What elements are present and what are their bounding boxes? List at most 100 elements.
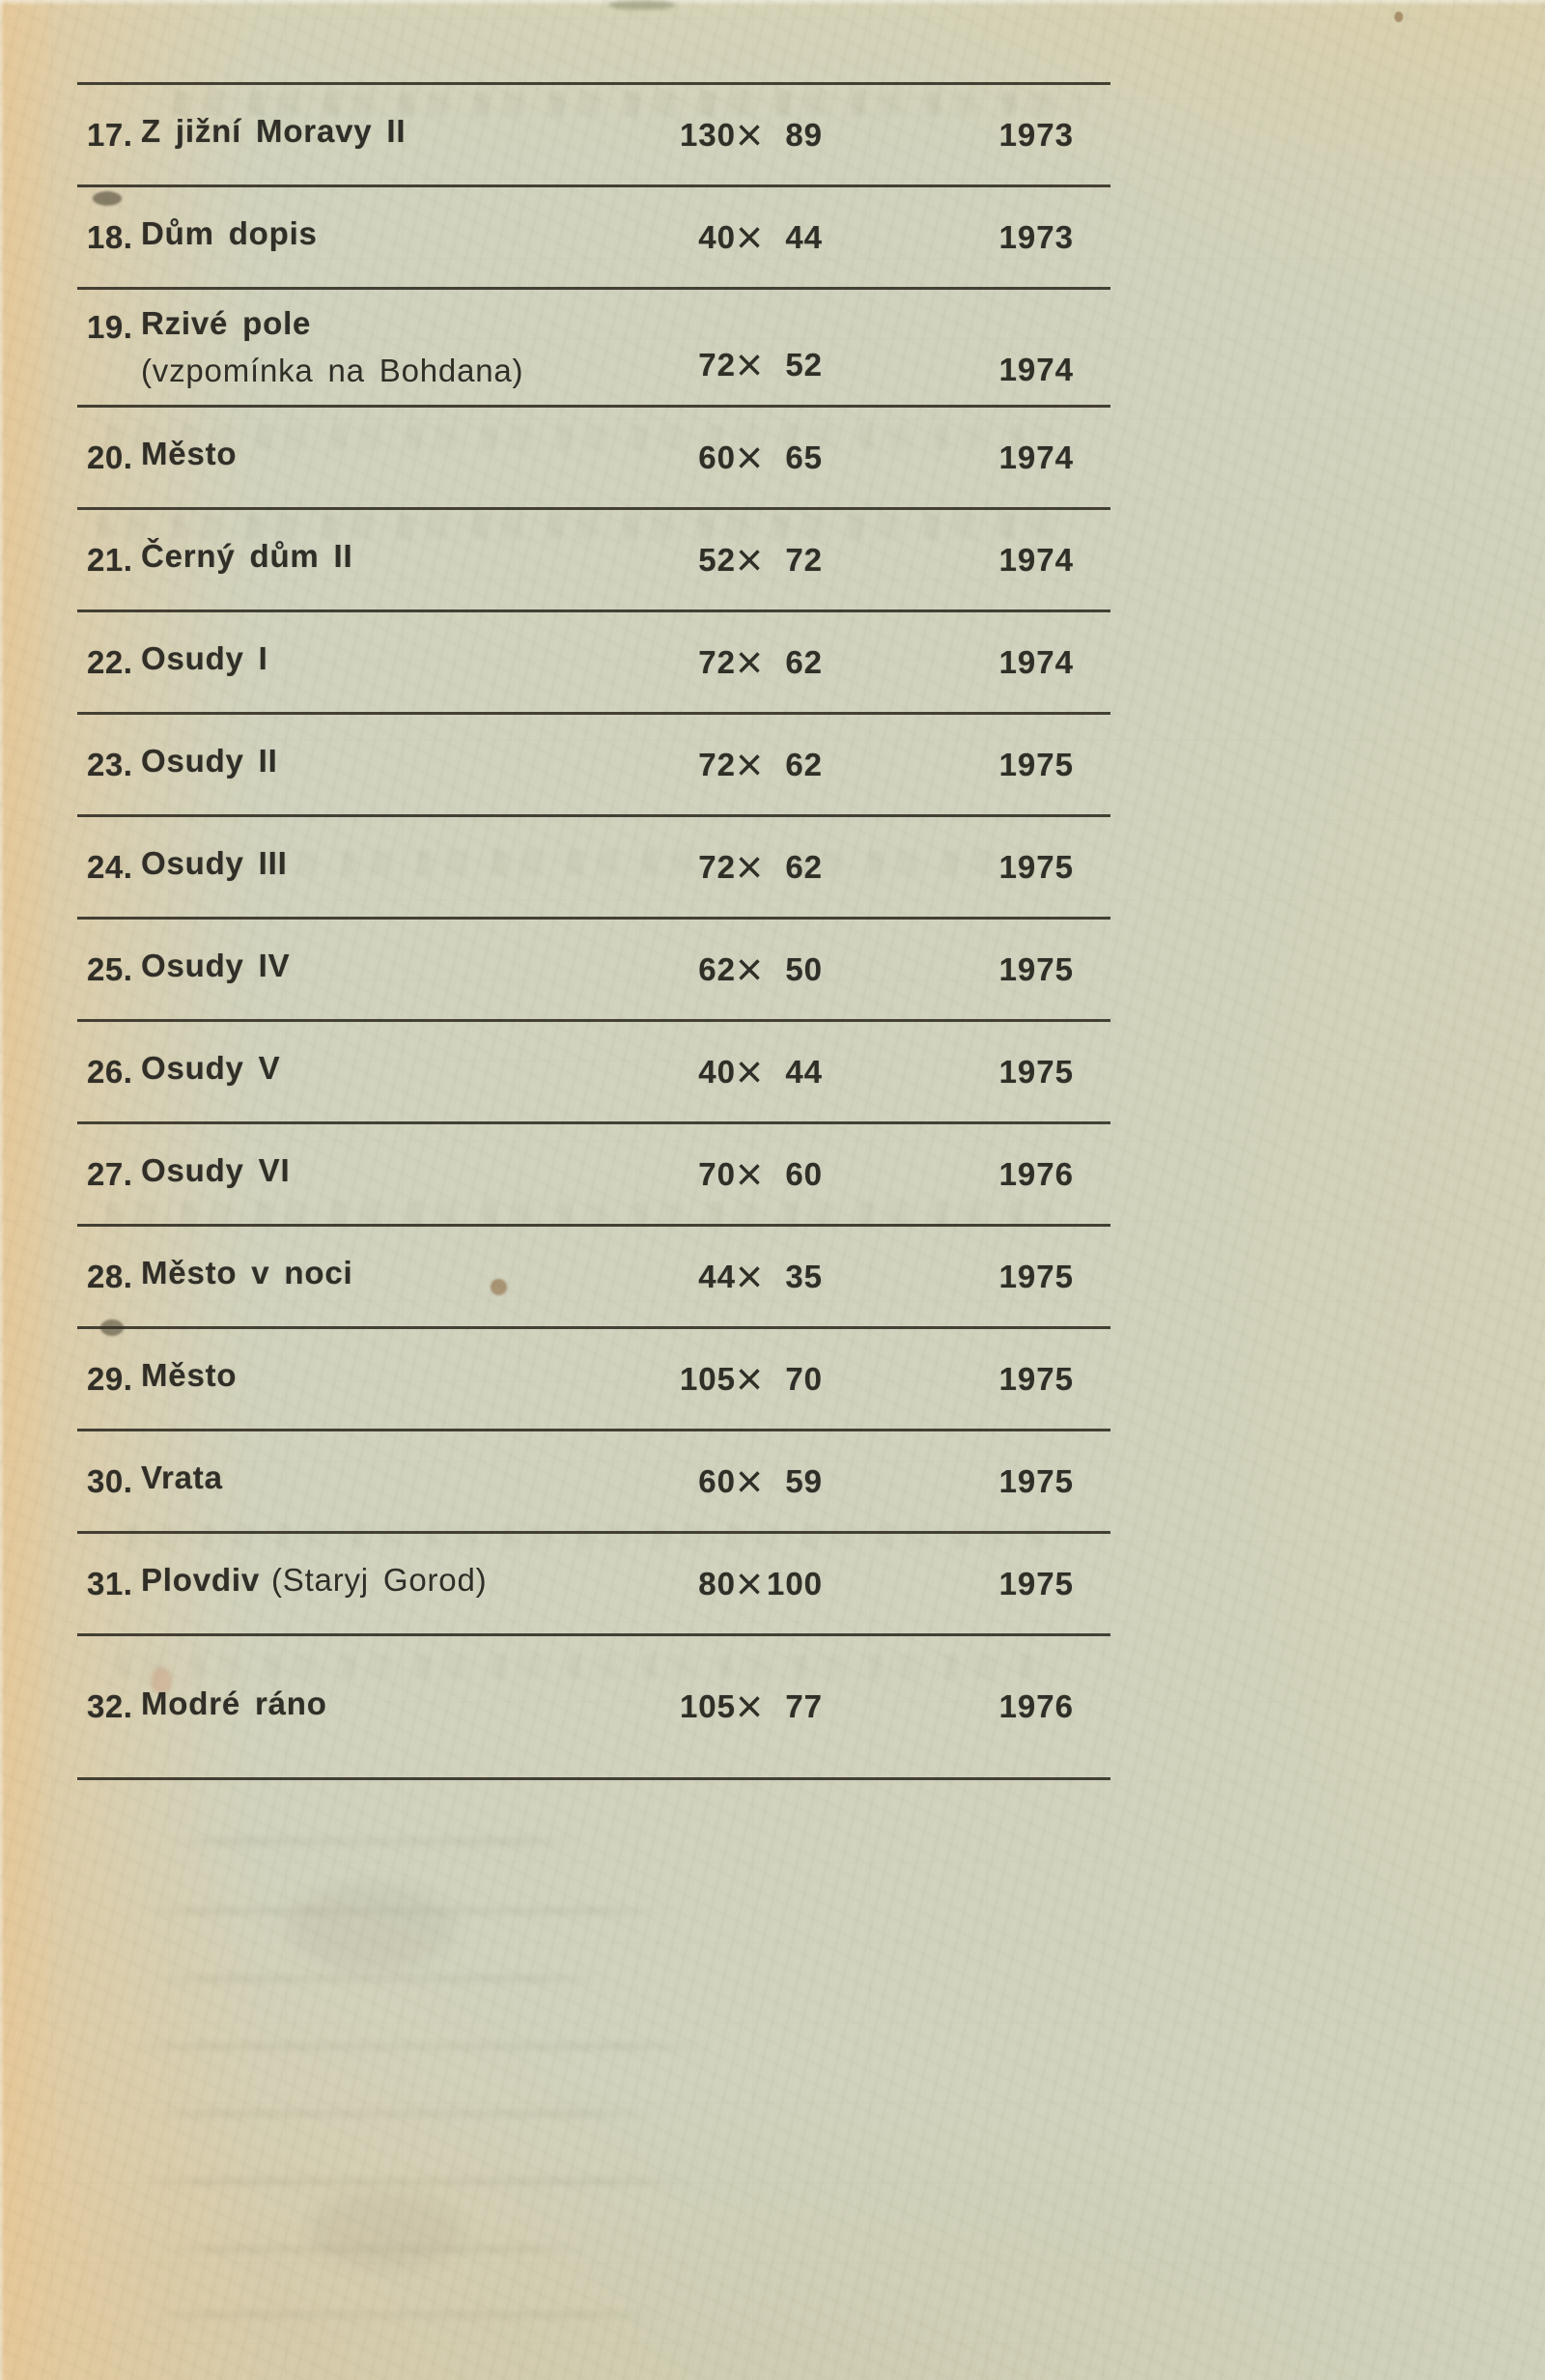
item-title-cell: Rzivé pole (vzpomínka na Bohdana) bbox=[141, 304, 639, 390]
item-dimensions: 105 × 70 bbox=[639, 1356, 881, 1402]
item-height-value: 52 bbox=[785, 347, 824, 382]
catalog-row: 29. Město 105 × 70 1975 bbox=[77, 1326, 1110, 1429]
item-width-value: 70 bbox=[698, 1155, 736, 1192]
multiplication-sign-icon: × bbox=[736, 432, 764, 484]
item-title: Modré ráno bbox=[141, 1685, 327, 1721]
item-width-value: 72 bbox=[698, 848, 736, 885]
item-width-value: 72 bbox=[698, 746, 736, 782]
paper-blotch bbox=[309, 2193, 464, 2270]
item-height-value: 89 bbox=[785, 116, 824, 153]
multiplication-sign-icon: × bbox=[736, 1251, 764, 1303]
catalog-row: 24. Osudy III 72 × 62 1975 bbox=[77, 814, 1110, 917]
item-title-cell: Černý dům II bbox=[141, 537, 639, 582]
item-title: Město bbox=[141, 436, 238, 471]
item-title: Rzivé pole bbox=[141, 305, 312, 341]
item-title: Město bbox=[141, 1357, 238, 1393]
multiplication-sign-icon: × bbox=[736, 1148, 764, 1201]
item-dimensions: 40 × 44 bbox=[639, 1049, 881, 1095]
item-dimensions: 72 × 52 bbox=[639, 342, 881, 405]
item-year: 1974 bbox=[998, 643, 1074, 680]
item-width-value: 52 bbox=[698, 541, 736, 578]
item-title: Osudy V bbox=[141, 1050, 281, 1086]
item-number: 25. bbox=[87, 950, 133, 987]
item-number: 21. bbox=[87, 541, 133, 578]
item-dimensions: 52 × 72 bbox=[639, 537, 881, 583]
item-title: Město v noci bbox=[141, 1255, 353, 1290]
item-number: 26. bbox=[87, 1053, 133, 1090]
item-dimensions: 72 × 62 bbox=[639, 639, 881, 686]
show-through-line bbox=[145, 2110, 657, 2118]
show-through-line bbox=[126, 2042, 715, 2051]
item-height-value: 44 bbox=[785, 218, 824, 255]
item-title-cell: Vrata bbox=[141, 1459, 639, 1504]
item-dimensions: 80 × 100 bbox=[639, 1561, 881, 1607]
item-dimensions: 72 × 62 bbox=[639, 742, 881, 788]
item-width-value: 80 bbox=[698, 1565, 736, 1601]
catalog-row: 21. Černý dům II 52 × 72 1974 bbox=[77, 507, 1110, 609]
item-title-cell: Město bbox=[141, 435, 639, 480]
item-width-value: 105 bbox=[679, 1360, 736, 1397]
catalog-row: 17. Z jižní Moravy II 130 × 89 1973 bbox=[77, 82, 1110, 184]
item-dimensions: 40 × 44 bbox=[639, 214, 881, 261]
item-title: Černý dům II bbox=[141, 538, 353, 574]
item-width-value: 60 bbox=[698, 1462, 736, 1499]
item-dimensions: 62 × 50 bbox=[639, 947, 881, 993]
multiplication-sign-icon: × bbox=[736, 1682, 764, 1733]
item-title-note: (Staryj Gorod) bbox=[270, 1562, 488, 1598]
catalog-row: 26. Osudy V 40 × 44 1975 bbox=[77, 1019, 1110, 1121]
catalog-row: 32. Modré ráno 105 × 77 1976 bbox=[77, 1633, 1110, 1780]
item-height-value: 59 bbox=[785, 1462, 824, 1499]
item-width-value: 62 bbox=[698, 950, 736, 987]
catalog-row: 25. Osudy IV 62 × 50 1975 bbox=[77, 917, 1110, 1019]
multiplication-sign-icon: × bbox=[736, 944, 764, 996]
item-height-value: 35 bbox=[785, 1258, 824, 1294]
paper-stain bbox=[1394, 12, 1403, 22]
item-number: 17. bbox=[87, 116, 133, 153]
item-title-cell: Osudy IV bbox=[141, 947, 639, 992]
item-height-value: 62 bbox=[785, 848, 824, 885]
paper-stain bbox=[608, 0, 676, 10]
item-width-value: 72 bbox=[698, 643, 736, 680]
multiplication-sign-icon: × bbox=[736, 340, 764, 391]
item-year: 1975 bbox=[998, 1258, 1074, 1294]
item-width-value: 72 bbox=[698, 347, 736, 382]
multiplication-sign-icon: × bbox=[736, 739, 764, 791]
item-height-value: 44 bbox=[785, 1053, 824, 1090]
item-dimensions: 44 × 35 bbox=[639, 1254, 881, 1300]
item-number: 19. bbox=[87, 309, 133, 345]
item-title: Osudy IV bbox=[141, 948, 291, 983]
item-year: 1975 bbox=[998, 1565, 1074, 1601]
item-year: 1974 bbox=[998, 439, 1074, 475]
multiplication-sign-icon: × bbox=[736, 637, 764, 689]
item-number: 23. bbox=[87, 746, 133, 782]
item-title-cell: Město v noci bbox=[141, 1254, 639, 1299]
item-number: 22. bbox=[87, 643, 133, 680]
item-width-value: 40 bbox=[698, 218, 736, 255]
item-height-value: 62 bbox=[785, 643, 824, 680]
catalog-row: 22. Osudy I 72 × 62 1974 bbox=[77, 609, 1110, 712]
show-through-line bbox=[135, 2177, 695, 2186]
item-dimensions: 130 × 89 bbox=[639, 112, 881, 158]
item-height-value: 100 bbox=[766, 1565, 824, 1601]
item-number: 18. bbox=[87, 218, 133, 255]
item-year: 1973 bbox=[998, 218, 1074, 255]
item-year: 1974 bbox=[998, 541, 1074, 578]
show-through-line bbox=[174, 1837, 579, 1846]
multiplication-sign-icon: × bbox=[736, 212, 764, 264]
item-number: 28. bbox=[87, 1258, 133, 1294]
multiplication-sign-icon: × bbox=[736, 1046, 764, 1098]
multiplication-sign-icon: × bbox=[736, 534, 764, 586]
item-title-cell: Osudy VI bbox=[141, 1151, 639, 1197]
item-title-cell: Z jižní Moravy II bbox=[141, 112, 639, 157]
item-subtitle: (vzpomínka na Bohdana) bbox=[141, 353, 524, 388]
item-year: 1973 bbox=[998, 116, 1074, 153]
catalog-row: 23. Osudy II 72 × 62 1975 bbox=[77, 712, 1110, 814]
item-year: 1975 bbox=[998, 1053, 1074, 1090]
item-title-cell: Modré ráno bbox=[141, 1685, 639, 1730]
catalog-row: 20. Město 60 × 65 1974 bbox=[77, 405, 1110, 507]
item-height-value: 70 bbox=[785, 1360, 824, 1397]
item-height-value: 77 bbox=[785, 1688, 824, 1724]
item-number: 27. bbox=[87, 1155, 133, 1192]
catalog-row: 30. Vrata 60 × 59 1975 bbox=[77, 1429, 1110, 1531]
item-number: 30. bbox=[87, 1462, 133, 1499]
